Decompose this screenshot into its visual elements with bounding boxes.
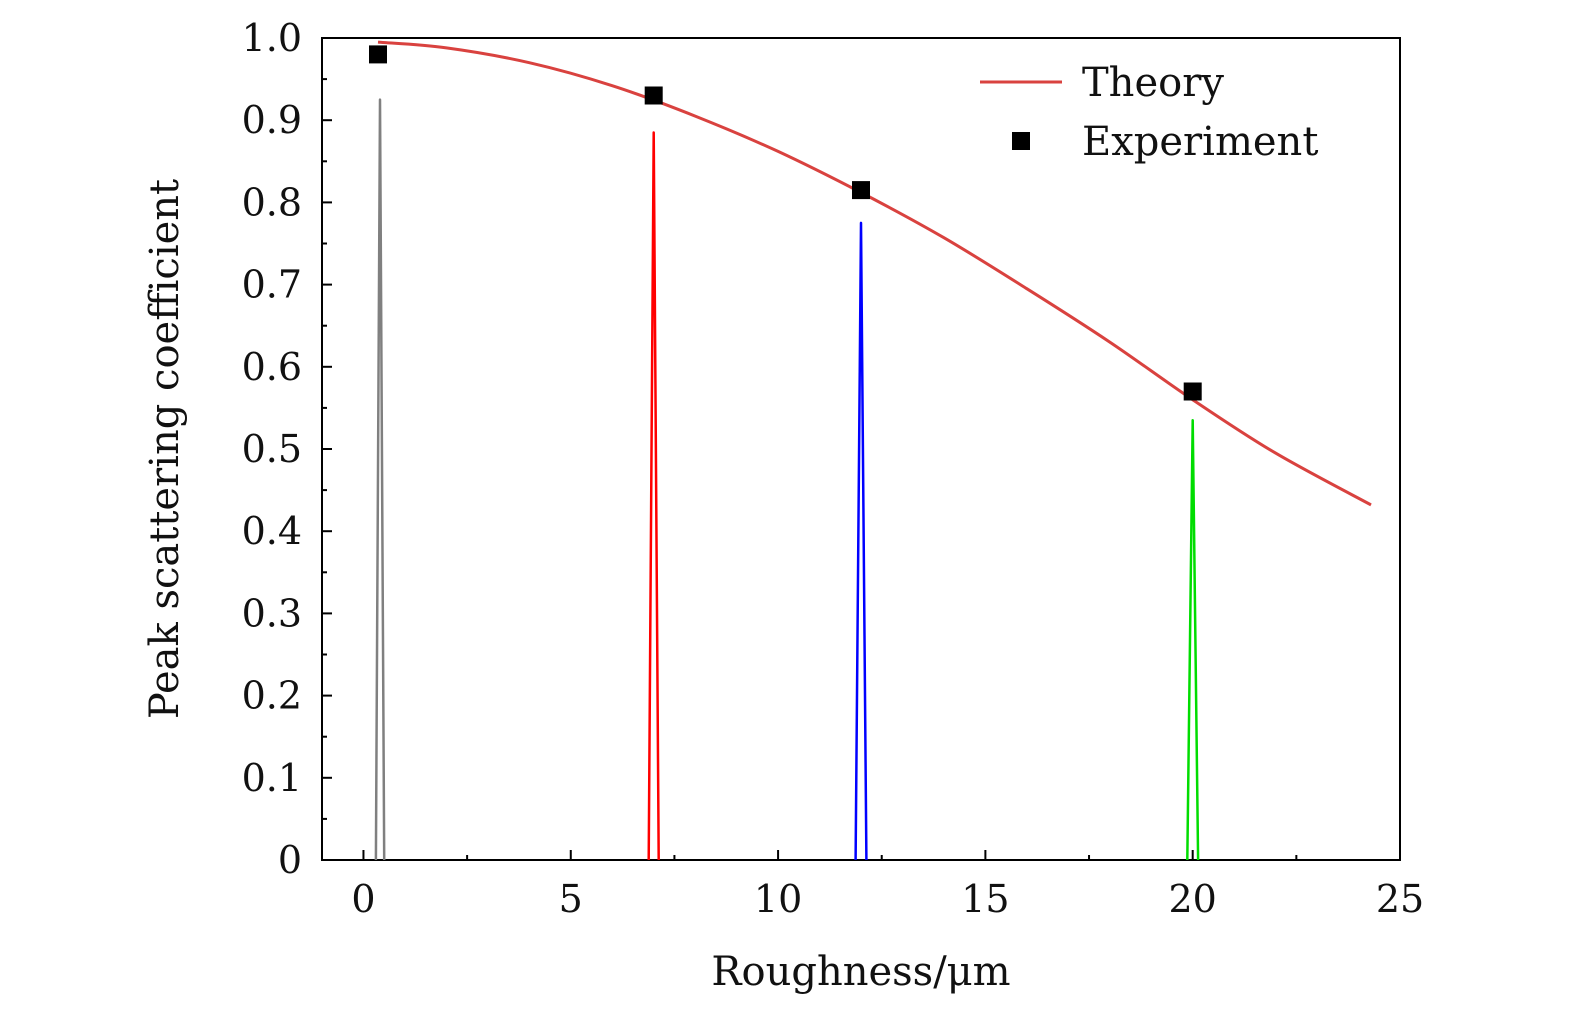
y-tick-label-0: 0 — [278, 838, 302, 882]
legend-experiment-label: Experiment — [1082, 119, 1318, 165]
y-tick-label-8: 0.8 — [242, 180, 302, 224]
y-tick-label-9: 0.9 — [242, 98, 302, 142]
experiment-point-2 — [852, 181, 870, 200]
experiment-layer — [369, 45, 1202, 401]
peak-2 — [854, 221, 868, 861]
peak-1 — [647, 131, 660, 861]
y-tick-label-4: 0.4 — [242, 509, 302, 553]
y-tick-label-3: 0.3 — [242, 591, 302, 635]
experiment-point-0 — [369, 45, 387, 64]
ticks-layer: 0 5 10 15 20 25 0 0.1 0.2 0.3 0.4 0.5 0.6 0.7 0.8 0.9 1.… — [242, 16, 1425, 921]
y-tick-label-6: 0.6 — [242, 345, 302, 389]
peaks-layer — [374, 98, 1200, 861]
legend-experiment-marker — [1012, 132, 1030, 150]
x-tick-label-1: 5 — [559, 877, 583, 921]
y-tick-label-1: 0.1 — [242, 756, 302, 800]
experiment-point-3 — [1183, 382, 1202, 401]
x-axis-label: Roughness/μm — [711, 949, 1010, 995]
legend-theory-label: Theory — [1082, 60, 1224, 106]
peak-0 — [374, 98, 386, 861]
legend: Theory Experiment — [980, 60, 1318, 165]
y-axis-label: Peak scattering coefficient — [142, 179, 188, 719]
experiment-point-1 — [644, 86, 663, 105]
plot-area: 0 5 10 15 20 25 0 0.1 0.2 0.3 0.4 0.5 0.6 0.7 0.8 0.9 1.… — [242, 16, 1425, 921]
theory-line — [377, 40, 1372, 507]
theory-layer — [377, 40, 1372, 507]
x-tick-label-0: 0 — [351, 877, 375, 921]
x-tick-label-3: 15 — [961, 877, 1009, 921]
x-tick-label-4: 20 — [1169, 877, 1217, 921]
y-tick-label-10: 1.0 — [242, 16, 302, 60]
y-tick-label-5: 0.5 — [242, 427, 302, 471]
x-tick-label-5: 25 — [1376, 877, 1424, 921]
y-tick-label-2: 0.2 — [242, 674, 302, 718]
x-tick-label-2: 10 — [754, 877, 802, 921]
y-tick-label-7: 0.7 — [242, 263, 302, 307]
peak-3 — [1186, 418, 1200, 861]
